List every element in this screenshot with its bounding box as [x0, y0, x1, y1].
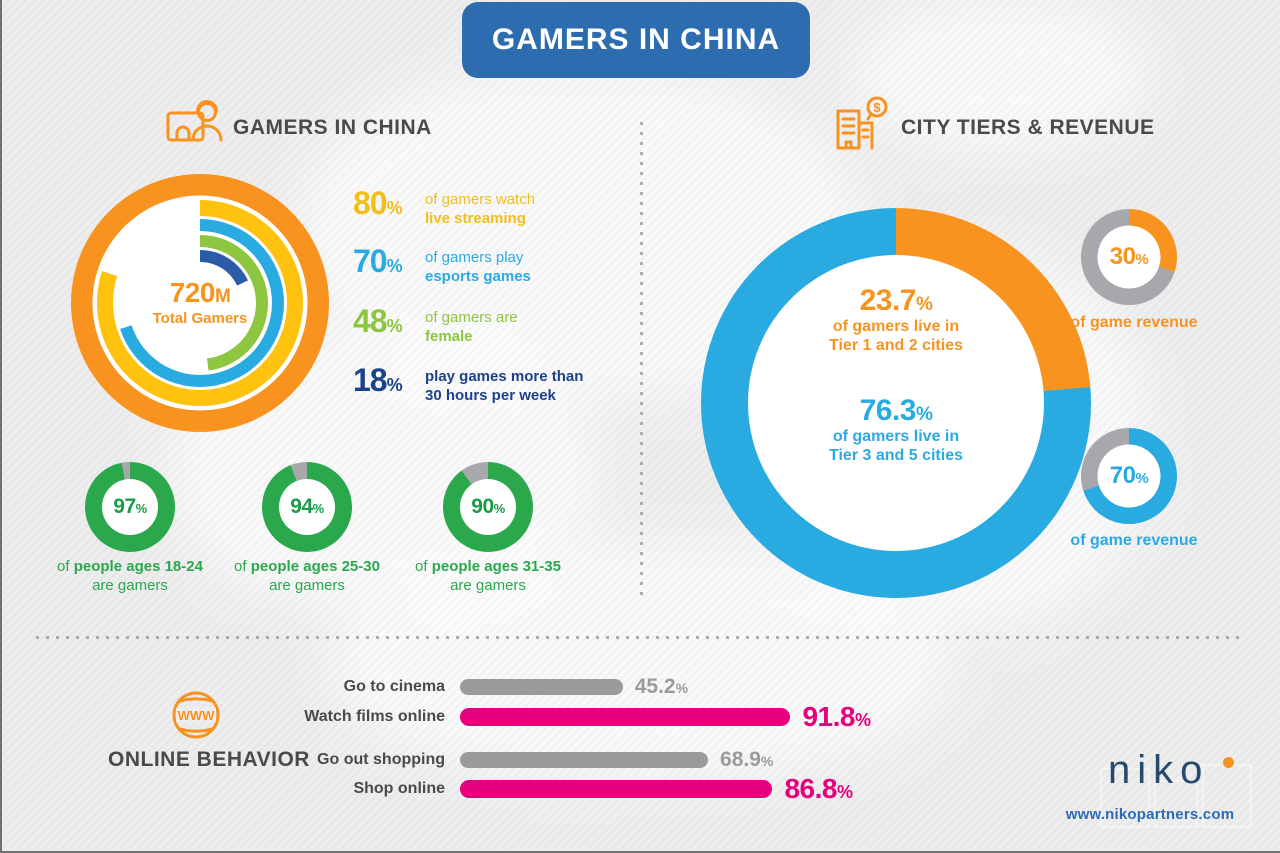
section-title-gamers: GAMERS IN CHINA	[233, 116, 432, 139]
stat-description: play games more than 30 hours per week	[425, 368, 584, 404]
bar-value: 91.8%	[802, 701, 871, 732]
stat-description: of gamers are female	[425, 309, 518, 345]
niko-logo-dot	[1223, 757, 1234, 768]
niko-logo: niko	[1108, 748, 1210, 792]
tier-1-2-label: 23.7% of gamers live in Tier 1 and 2 cit…	[781, 284, 1011, 355]
total-gamers-caption: Total Gamers	[152, 310, 248, 327]
donut-hole	[748, 255, 1044, 551]
age-25-30-label: of people ages 25-30 are gamers	[234, 558, 380, 594]
www-globe-icon: WWW	[172, 691, 220, 739]
revenue-tier-1-2-value: 30%	[1109, 243, 1149, 270]
stat-description: of gamers play esports games	[425, 249, 531, 285]
bar-label: Go to cinema	[343, 678, 445, 695]
tier-1-2-value: 23.7%	[859, 284, 933, 317]
age-31-35-label: of people ages 31-35 are gamers	[415, 558, 561, 594]
bar-row-films-online: Watch films online 91.8%	[130, 701, 871, 732]
city-tier-donut: 23.7% of gamers live in Tier 1 and 2 cit…	[701, 208, 1091, 598]
total-gamers-donut: 720M Total Gamers	[71, 174, 329, 432]
stat-female: 48% of gamers are female	[353, 303, 623, 346]
revenue-tier-3-5-donut: 70%	[1081, 428, 1177, 524]
bar-label: Go out shopping	[317, 751, 445, 768]
bar-shop-online	[460, 780, 773, 798]
svg-text:$: $	[873, 100, 881, 115]
revenue-tier-3-5-caption: of game revenue	[1070, 532, 1198, 549]
age-31-35-value: 90%	[471, 495, 505, 518]
stat-heavy-players: 18% play games more than 30 hours per wee…	[353, 362, 623, 405]
screenshot-edge	[0, 0, 2, 853]
donut-hole	[460, 479, 516, 535]
stat-esports: 70% of gamers play esports games	[353, 243, 623, 286]
city-buildings-dollar-icon: $	[836, 96, 888, 150]
tier-1-2-line2: Tier 1 and 2 cities	[829, 337, 963, 354]
bar-shopping	[460, 752, 709, 768]
donut-hole	[159, 262, 241, 344]
bar-row-shopping: Go out shopping 68.9%	[130, 745, 773, 775]
donut-hole	[102, 479, 158, 535]
stat-live-streaming: 80% of gamers watch live streaming	[353, 185, 623, 228]
stat-description: of gamers watch live streaming	[425, 191, 536, 227]
donut-hole	[1097, 225, 1161, 289]
revenue-tier-3-5-value: 70%	[1109, 462, 1149, 489]
section-title-online-behavior: ONLINE BEHAVIOR	[108, 748, 310, 771]
age-18-24-label: of people ages 18-24 are gamers	[57, 558, 203, 594]
revenue-tier-1-2-donut: 30%	[1081, 209, 1177, 305]
bar-value: 68.9%	[720, 748, 774, 771]
svg-text:WWW: WWW	[178, 708, 216, 723]
vertical-dotted-divider	[640, 122, 643, 600]
total-gamers-center-label: 720M Total Gamers	[120, 277, 280, 328]
tier-3-5-line2: Tier 3 and 5 cities	[829, 447, 963, 464]
stat-value: 48%	[353, 303, 403, 339]
total-gamers-value: 720M	[169, 277, 231, 308]
bar-cinema	[460, 679, 623, 695]
bar-value: 86.8%	[784, 773, 853, 804]
horizontal-dotted-divider	[36, 636, 1244, 639]
tier-3-5-label: 76.3% of gamers live in Tier 3 and 5 cit…	[781, 394, 1011, 465]
age-18-24-donut: 97%	[85, 462, 175, 552]
page-title: GAMERS IN CHINA	[491, 23, 781, 56]
age-25-30-donut: 94%	[262, 462, 352, 552]
bar-row-shop-online: Shop online 86.8%	[130, 773, 853, 804]
bar-label: Shop online	[353, 780, 445, 797]
section-title-city-tiers: CITY TIERS & REVENUE	[901, 116, 1155, 139]
donut-hole	[1097, 444, 1161, 508]
title-banner: GAMERS IN CHINA	[462, 2, 810, 78]
bar-value: 45.2%	[634, 675, 689, 698]
bar-films-online	[460, 708, 791, 726]
age-25-30-value: 94%	[290, 495, 324, 518]
age-31-35-donut: 90%	[443, 462, 533, 552]
bar-label: Watch films online	[304, 708, 445, 725]
gamer-icon	[166, 100, 223, 142]
map-silhouette	[850, 0, 1150, 150]
age-18-24-value: 97%	[113, 495, 147, 518]
screenshot-edge	[0, 851, 1280, 853]
niko-website-url: www.nikopartners.com	[1065, 806, 1235, 823]
tier-3-5-line1: of gamers live in	[832, 428, 960, 445]
stat-value: 80%	[353, 185, 403, 221]
bar-row-cinema: Go to cinema 45.2%	[130, 672, 688, 702]
tier-3-5-value: 76.3%	[859, 394, 933, 427]
stat-value: 70%	[353, 243, 403, 279]
revenue-tier-1-2-caption: of game revenue	[1070, 314, 1198, 331]
stat-value: 18%	[353, 362, 403, 398]
donut-hole	[279, 479, 335, 535]
tier-1-2-line1: of gamers live in	[832, 318, 960, 335]
